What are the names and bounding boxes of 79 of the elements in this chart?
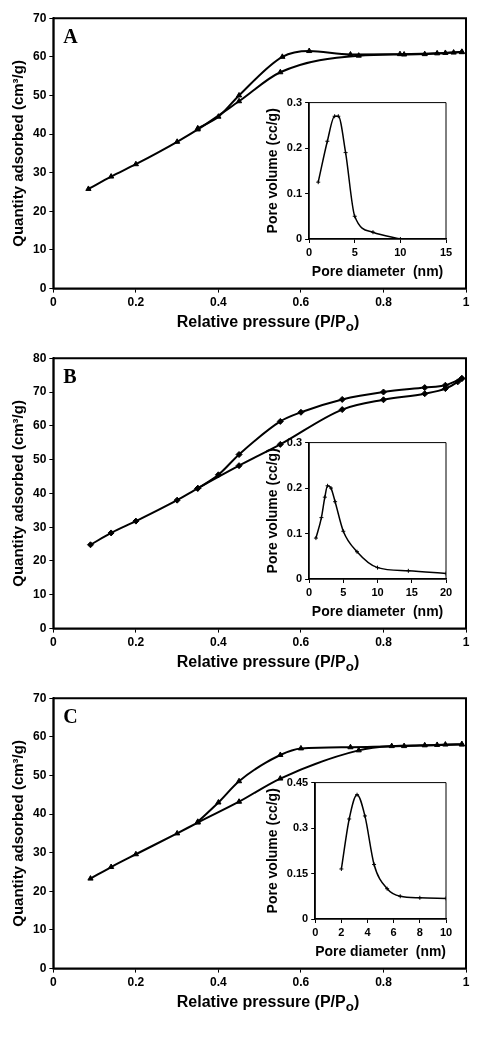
x-tick-label: 0.8 [375, 295, 393, 310]
x-axis-title: Relative pressure (P/P$_{o}$) [175, 653, 361, 675]
y-tick-label: 50 [32, 87, 47, 102]
x-tick-label: 0 [50, 295, 57, 310]
y-tick-label: 40 [32, 485, 47, 500]
x-axis-title: Pore diameter (nm) [311, 603, 444, 620]
x-tick-label: 0.4 [210, 295, 228, 310]
x-tick-label: 15 [439, 245, 453, 258]
x-tick-label: 0.4 [210, 975, 228, 990]
x-tick-label: 5 [351, 245, 358, 258]
x-tick-label: 1 [462, 975, 470, 990]
x-tick-label: 0.2 [127, 975, 145, 990]
y-tick-label: 0.45 [286, 775, 309, 788]
y-tick-label: 0.1 [286, 526, 303, 539]
x-tick-label: 10 [371, 585, 384, 598]
x-tick-label: 0.6 [292, 295, 310, 310]
x-tick-label: 0 [312, 925, 319, 938]
y-tick-label: 0.3 [286, 95, 303, 108]
x-tick-label: 10 [394, 245, 407, 258]
x-axis-title: Relative pressure (P/P$_{o}$) [175, 313, 361, 335]
x-tick-label: 20 [439, 585, 453, 598]
y-axis-title: Quantity adsorbed (cm³/g) [9, 60, 27, 247]
y-tick-label: 0 [39, 960, 47, 975]
y-tick-label: 0.1 [286, 186, 303, 199]
y-tick-label: 0.2 [286, 141, 303, 154]
y-tick-label: 40 [32, 806, 47, 821]
x-tick-label: 8 [416, 925, 423, 938]
x-tick-label: 1 [462, 635, 470, 650]
y-tick-label: 20 [32, 203, 47, 218]
y-axis-title: Quantity adsorbed (cm³/g) [9, 400, 27, 587]
y-tick-label: 0.15 [286, 866, 309, 879]
y-tick-label: 60 [32, 418, 47, 433]
y-tick-label: 0 [295, 232, 303, 245]
y-axis-title: Pore volume (cc/g) [264, 788, 281, 914]
y-axis-title: Pore volume (cc/g) [264, 108, 281, 234]
y-tick-label: 0 [302, 912, 309, 925]
y-tick-label: 60 [32, 729, 47, 744]
y-tick-label: 0.3 [292, 821, 309, 834]
y-tick-label: 80 [32, 350, 47, 365]
y-tick-label: 50 [32, 767, 47, 782]
x-tick-label: 10 [439, 925, 453, 938]
x-tick-label: 0.8 [375, 975, 393, 990]
x-tick-label: 6 [390, 925, 397, 938]
x-tick-label: 4 [364, 925, 372, 938]
y-tick-label: 20 [32, 553, 47, 568]
x-tick-label: 2 [338, 925, 345, 938]
y-tick-label: 30 [32, 519, 47, 534]
x-tick-label: 0.6 [292, 975, 310, 990]
x-axis-title: Relative pressure (P/P$_{o}$) [175, 993, 361, 1015]
y-tick-label: 40 [32, 126, 47, 141]
x-tick-label: 0.2 [127, 635, 145, 650]
x-axis-title: Pore diameter (nm) [311, 263, 444, 280]
y-tick-label: 30 [32, 845, 47, 860]
y-tick-label: 60 [32, 49, 47, 64]
x-tick-label: 0 [50, 635, 57, 650]
y-axis-title: Pore volume (cc/g) [264, 448, 281, 574]
x-tick-label: 0.6 [292, 635, 310, 650]
y-tick-label: 30 [32, 165, 47, 180]
annotation: B [63, 365, 77, 388]
annotation: A [63, 25, 79, 48]
y-axis-title: Quantity adsorbed (cm³/g) [9, 740, 27, 927]
y-tick-label: 0 [39, 620, 47, 635]
x-tick-label: 5 [340, 585, 347, 598]
x-tick-label: 0.2 [127, 295, 145, 310]
y-tick-label: 20 [32, 883, 47, 898]
y-tick-label: 0 [39, 280, 47, 295]
x-tick-label: 0.4 [210, 635, 228, 650]
annotation: C [63, 705, 78, 728]
x-tick-label: 0 [50, 975, 57, 990]
x-tick-label: 15 [405, 585, 418, 598]
x-tick-label: 0.8 [375, 635, 393, 650]
y-tick-label: 70 [32, 690, 47, 705]
y-tick-label: 50 [32, 451, 47, 466]
y-tick-label: 70 [32, 384, 47, 399]
y-tick-label: 0 [295, 572, 303, 585]
x-axis-title: Pore diameter (nm) [315, 943, 446, 960]
y-tick-label: 0.2 [286, 481, 303, 494]
y-tick-label: 70 [32, 10, 47, 25]
x-tick-label: 1 [462, 295, 470, 310]
